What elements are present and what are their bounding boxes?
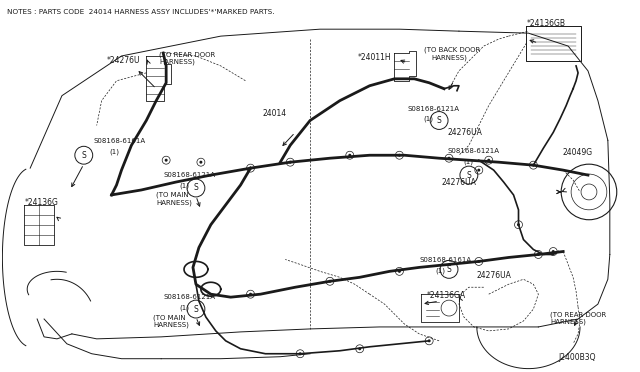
Circle shape [517,223,520,226]
Text: S: S [436,116,442,125]
Text: (TO REAR DOOR
HARNESS): (TO REAR DOOR HARNESS) [550,311,607,325]
Text: (TO MAIN: (TO MAIN [153,314,186,321]
Text: *24136G: *24136G [24,198,58,207]
Text: S: S [467,171,471,180]
Text: 24276UA: 24276UA [477,271,512,280]
Text: *24276U: *24276U [107,56,140,65]
Circle shape [552,250,555,253]
Text: 24276UA: 24276UA [447,128,482,137]
Text: 24014: 24014 [262,109,287,118]
Text: S08168-6121A: S08168-6121A [407,106,460,112]
Text: (1): (1) [463,158,473,165]
Text: (1): (1) [179,304,189,311]
Circle shape [164,159,168,162]
Circle shape [398,270,401,273]
Circle shape [348,154,351,157]
Text: HARNESS): HARNESS) [431,55,467,61]
Circle shape [249,293,252,296]
Text: S08168-6161A: S08168-6161A [93,138,146,144]
Text: (1): (1) [109,148,120,155]
Text: HARNESS): HARNESS) [156,200,192,206]
Text: S: S [193,183,198,192]
Circle shape [299,352,301,355]
Text: 24276UA: 24276UA [441,178,476,187]
Text: S08168-6121A: S08168-6121A [447,148,499,154]
Text: *24136GA: *24136GA [427,291,467,300]
Circle shape [477,169,480,171]
Text: NOTES : PARTS CODE  24014 HARNESS ASSY INCLUDES'*'MARKED PARTS.: NOTES : PARTS CODE 24014 HARNESS ASSY IN… [7,9,275,15]
Text: S: S [81,151,86,160]
Circle shape [487,159,490,162]
Text: *24136GB: *24136GB [527,19,566,28]
Circle shape [447,157,451,160]
Circle shape [200,161,202,164]
Text: 24049G: 24049G [562,148,592,157]
Circle shape [398,154,401,157]
Text: S08168-6121A: S08168-6121A [163,172,215,178]
Circle shape [532,164,535,167]
Text: (TO MAIN: (TO MAIN [156,192,189,198]
Text: *24011H: *24011H [358,53,391,62]
Text: J2400B3Q: J2400B3Q [559,353,596,362]
Text: S08168-6121A: S08168-6121A [163,294,215,300]
Text: (TO BACK DOOR: (TO BACK DOOR [424,46,481,52]
Circle shape [328,280,332,283]
Text: (1): (1) [435,267,445,274]
Text: S: S [447,265,451,274]
Circle shape [428,339,431,342]
Text: S08168-6161A: S08168-6161A [419,257,472,263]
Text: (TO REAR DOOR
HARNESS): (TO REAR DOOR HARNESS) [159,51,216,65]
Text: (1): (1) [423,116,433,122]
Circle shape [358,347,361,350]
Circle shape [289,161,292,164]
Text: HARNESS): HARNESS) [153,322,189,328]
Text: (1): (1) [179,182,189,189]
Circle shape [249,167,252,170]
Circle shape [477,260,480,263]
Circle shape [537,253,540,256]
Text: S: S [193,305,198,314]
